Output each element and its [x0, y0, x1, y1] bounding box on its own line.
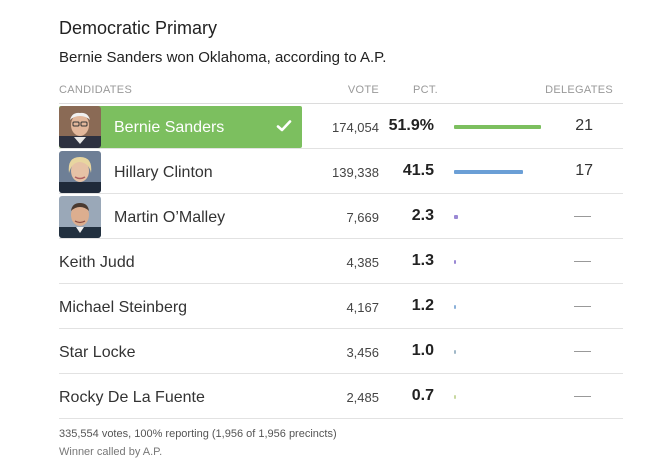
percent-bar-track — [454, 305, 554, 309]
vote-count: 2,485 — [346, 390, 379, 405]
table-row: Bernie Sanders 174,054 51.9% 21 — [59, 104, 623, 149]
called-status: Winner called by A.P. — [59, 446, 163, 458]
percent-bar — [454, 305, 456, 309]
no-delegates-dash — [574, 306, 591, 307]
checkmark-icon — [276, 118, 292, 134]
candidate-cell: Martin O’Malley — [59, 196, 302, 238]
candidate-photo — [59, 106, 101, 148]
no-delegates-dash — [574, 396, 591, 397]
vote-count: 3,456 — [346, 345, 379, 360]
no-delegates-dash — [574, 261, 591, 262]
percent-bar — [454, 260, 457, 264]
vote-percent: 1.3 — [411, 252, 434, 269]
percent-bar-track — [454, 260, 554, 264]
vote-percent: 2.3 — [411, 207, 434, 224]
delegate-count: 17 — [575, 162, 593, 179]
delegate-count: 21 — [575, 117, 593, 134]
table-row: Michael Steinberg 4,167 1.2 — [59, 284, 623, 329]
vote-percent: 1.0 — [411, 342, 434, 359]
candidate-photo — [59, 151, 101, 193]
percent-bar — [454, 170, 524, 174]
candidate-name: Bernie Sanders — [114, 119, 225, 136]
percent-bar-track — [454, 215, 554, 219]
table-row: Keith Judd 4,385 1.3 — [59, 239, 623, 284]
race-summary: Bernie Sanders won Oklahoma, according t… — [59, 49, 387, 66]
vote-percent: 51.9% — [388, 117, 434, 134]
candidate-cell: Hillary Clinton — [59, 151, 302, 193]
vote-percent: 0.7 — [411, 387, 434, 404]
candidate-name: Martin O’Malley — [114, 209, 226, 226]
table-row: Rocky De La Fuente 2,485 0.7 — [59, 374, 623, 419]
vote-percent: 1.2 — [411, 297, 434, 314]
percent-bar-track — [454, 350, 554, 354]
percent-bar-track — [454, 125, 554, 129]
table-row: Martin O’Malley 7,669 2.3 — [59, 194, 623, 239]
race-title: Democratic Primary — [59, 18, 218, 38]
winner-highlight: Bernie Sanders — [59, 106, 302, 148]
reporting-status: 335,554 votes, 100% reporting (1,956 of … — [59, 428, 337, 440]
table-row: Hillary Clinton 139,338 41.5 17 — [59, 149, 623, 194]
candidate-cell: Keith Judd — [59, 241, 302, 283]
candidate-name: Star Locke — [59, 344, 136, 361]
candidate-name: Keith Judd — [59, 254, 135, 271]
results-table: Bernie Sanders 174,054 51.9% 21 Hillary Clin… — [59, 104, 623, 419]
table-row: Star Locke 3,456 1.0 — [59, 329, 623, 374]
no-delegates-dash — [574, 216, 591, 217]
percent-bar — [454, 395, 456, 399]
percent-bar — [454, 215, 458, 219]
vote-count: 174,054 — [332, 120, 379, 135]
column-header-pct: PCT. — [413, 84, 439, 96]
column-header-candidates: CANDIDATES — [59, 84, 133, 96]
percent-bar-track — [454, 395, 554, 399]
vote-count: 139,338 — [332, 165, 379, 180]
no-delegates-dash — [574, 351, 591, 352]
candidate-name: Hillary Clinton — [114, 164, 213, 181]
column-header-vote: VOTE — [347, 84, 379, 96]
table-header: CANDIDATES VOTE PCT. DELEGATES — [59, 83, 623, 104]
column-header-delegates: DELEGATES — [545, 84, 613, 96]
vote-count: 7,669 — [346, 210, 379, 225]
percent-bar — [454, 125, 541, 129]
candidate-name: Rocky De La Fuente — [59, 389, 205, 406]
candidate-cell: Michael Steinberg — [59, 286, 302, 328]
vote-count: 4,167 — [346, 300, 379, 315]
percent-bar — [454, 350, 456, 354]
vote-percent: 41.5 — [402, 162, 434, 179]
candidate-name: Michael Steinberg — [59, 299, 188, 316]
vote-count: 4,385 — [346, 255, 379, 270]
candidate-photo — [59, 196, 101, 238]
percent-bar-track — [454, 170, 554, 174]
candidate-cell: Rocky De La Fuente — [59, 376, 302, 418]
candidate-cell: Star Locke — [59, 331, 302, 373]
